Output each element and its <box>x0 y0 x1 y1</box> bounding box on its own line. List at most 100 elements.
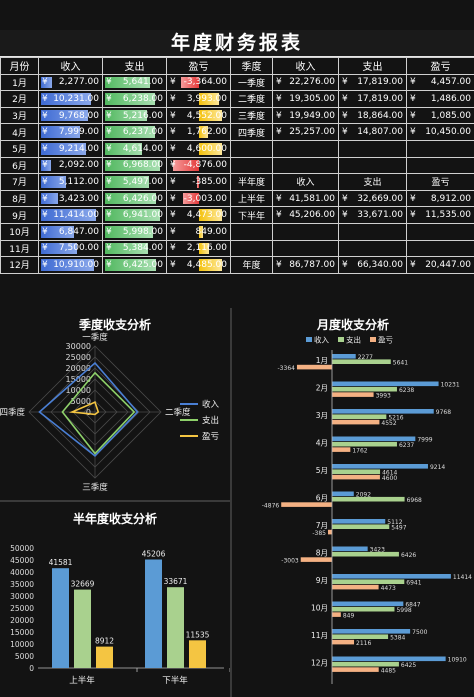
income-cell-value: ¥10,910.00 <box>42 260 99 270</box>
monthly-legend-swatch <box>370 337 376 342</box>
expense-cell: ¥4,614.00 <box>102 139 167 158</box>
currency-symbol: ¥ <box>276 193 282 204</box>
period-income-cell-value: ¥41,581.00 <box>276 194 335 204</box>
monthly-data-label: 5112 <box>387 519 402 526</box>
period-profit-cell-value: ¥10,450.00 <box>410 127 471 137</box>
amount: 33,671.00 <box>357 210 403 221</box>
amount: 10,450.00 <box>425 127 471 138</box>
period-income-cell: ¥19,949.00 <box>272 106 339 125</box>
profit-cell-databar <box>198 142 223 155</box>
currency-symbol: ¥ <box>276 259 282 270</box>
profit-cell: ¥4,552.00 <box>166 106 231 125</box>
period-expense-cell: 支出 <box>338 173 407 191</box>
monthly-legend-label: 盈亏 <box>378 336 393 345</box>
expense-cell-databar <box>105 242 148 255</box>
table-row: 8月 ¥3,423.00 ¥6,426.00 ¥ -3,003.00 上半年 ¥41,581… <box>0 189 474 208</box>
period-expense-cell: ¥17,819.00 <box>338 73 407 92</box>
monthly-category-label: 4月 <box>316 439 328 448</box>
currency-symbol: ¥ <box>42 176 48 187</box>
period-income-cell-text: 收入 <box>296 178 315 189</box>
monthly-bar-profit <box>281 502 332 507</box>
currency-symbol: ¥ <box>170 259 176 270</box>
monthly-data-label: 4485 <box>381 667 396 674</box>
period-profit-cell <box>406 156 474 175</box>
period-cell: 一季度 <box>230 73 273 92</box>
income-cell-value: ¥2,277.00 <box>42 77 99 87</box>
amount: 6,426.00 <box>122 193 163 204</box>
currency-symbol: ¥ <box>410 77 416 88</box>
table-row: 7月 ¥5,112.00 ¥5,497.00 ¥ -385.00 半年度 收入 支出 盈亏 <box>0 173 474 191</box>
monthly-data-label: 4600 <box>382 475 397 482</box>
expense-cell-value: ¥6,237.00 <box>106 127 163 137</box>
month-cell: 12月 <box>0 256 39 274</box>
monthly-bar-income <box>332 546 368 552</box>
income-cell-databar <box>41 242 78 255</box>
income-cell: ¥5,112.00 <box>38 173 103 191</box>
amount: 9,214.00 <box>58 143 99 154</box>
currency-symbol: ¥ <box>42 160 48 171</box>
halfyear-tick-label: 5000 <box>15 652 34 661</box>
monthly-bar-income <box>332 601 404 607</box>
monthly-data-label: -3364 <box>278 365 296 372</box>
radar-category-label: 一季度 <box>82 332 108 343</box>
table-row: 4月 ¥7,999.00 ¥6,237.00 ¥1,762.00 四季度 ¥25,257.… <box>0 123 474 141</box>
period-cell-text: 一季度 <box>237 78 265 89</box>
currency-symbol: ¥ <box>342 77 348 88</box>
currency-symbol: ¥ <box>106 259 112 270</box>
monthly-data-label: 4473 <box>381 585 396 592</box>
radar-category-label: 二季度 <box>165 407 191 418</box>
amount: 4,552.00 <box>186 110 227 121</box>
period-income-cell: ¥86,787.00 <box>272 256 339 274</box>
amount: 4,600.00 <box>186 143 227 154</box>
profit-cell-value: ¥4,485.00 <box>170 260 227 270</box>
amount: 8,912.00 <box>430 193 471 204</box>
expense-cell-databar <box>105 93 155 105</box>
expense-cell-value: ¥4,614.00 <box>106 144 163 154</box>
monthly-bar-expense <box>332 441 397 447</box>
monthly-legend-swatch <box>338 337 344 342</box>
period-expense-cell-value: ¥66,340.00 <box>342 260 403 270</box>
month-cell: 1月 <box>0 73 39 92</box>
expense-cell-databar <box>105 192 157 205</box>
monthly-data-label: 7500 <box>412 629 427 636</box>
monthly-bar-income <box>332 629 411 634</box>
income-cell: ¥11,414.00 <box>38 206 103 224</box>
amount: 10,910.00 <box>53 259 99 270</box>
month-cell: 9月 <box>0 206 39 224</box>
profit-cell-databar <box>198 126 208 138</box>
monthly-data-label: -3003 <box>281 557 299 564</box>
amount: 6,847.00 <box>58 226 99 237</box>
profit-cell-databar <box>198 93 220 105</box>
currency-symbol: ¥ <box>170 193 176 204</box>
month-cell-text: 6月 <box>12 161 27 172</box>
amount: 2,277.00 <box>58 77 99 88</box>
table-header-row: 月份 收入 支出 盈亏 季度 收入 支出 盈亏 <box>0 57 474 75</box>
income-cell-value: ¥2,092.00 <box>42 160 99 170</box>
currency-symbol: ¥ <box>276 77 282 88</box>
income-cell-databar <box>41 142 86 155</box>
radar-chart-title: 季度收支分析 <box>78 318 151 332</box>
profit-cell-databar <box>198 209 222 221</box>
currency-symbol: ¥ <box>106 226 112 237</box>
currency-symbol: ¥ <box>106 77 112 88</box>
monthly-data-label: 6426 <box>401 552 416 559</box>
monthly-data-label: 9214 <box>430 464 445 471</box>
period-profit-cell: ¥4,457.00 <box>406 73 474 92</box>
monthly-data-label: 6238 <box>399 387 414 394</box>
month-cell-text: 12月 <box>9 261 30 272</box>
period-income-cell-value: ¥19,305.00 <box>276 94 335 104</box>
income-cell-value: ¥9,768.00 <box>42 111 99 121</box>
halfyear-bar-expense <box>167 587 184 668</box>
monthly-bar-expense <box>332 661 399 667</box>
table-row: 10月 ¥6,847.00 ¥5,998.00 ¥849.00 <box>0 222 474 241</box>
period-expense-cell <box>338 222 407 241</box>
income-cell-databar <box>41 259 94 271</box>
table-row: 12月 ¥10,910.00 ¥6,425.00 ¥4,485.00 年度 ¥86,787… <box>0 256 474 274</box>
radar-category-label: 三季度 <box>82 482 108 493</box>
monthly-data-label: -385 <box>312 530 326 537</box>
profit-cell-databar <box>196 176 199 188</box>
month-cell: 8月 <box>0 189 39 208</box>
currency-symbol: ¥ <box>42 77 48 88</box>
monthly-category-label: 5月 <box>316 466 328 475</box>
